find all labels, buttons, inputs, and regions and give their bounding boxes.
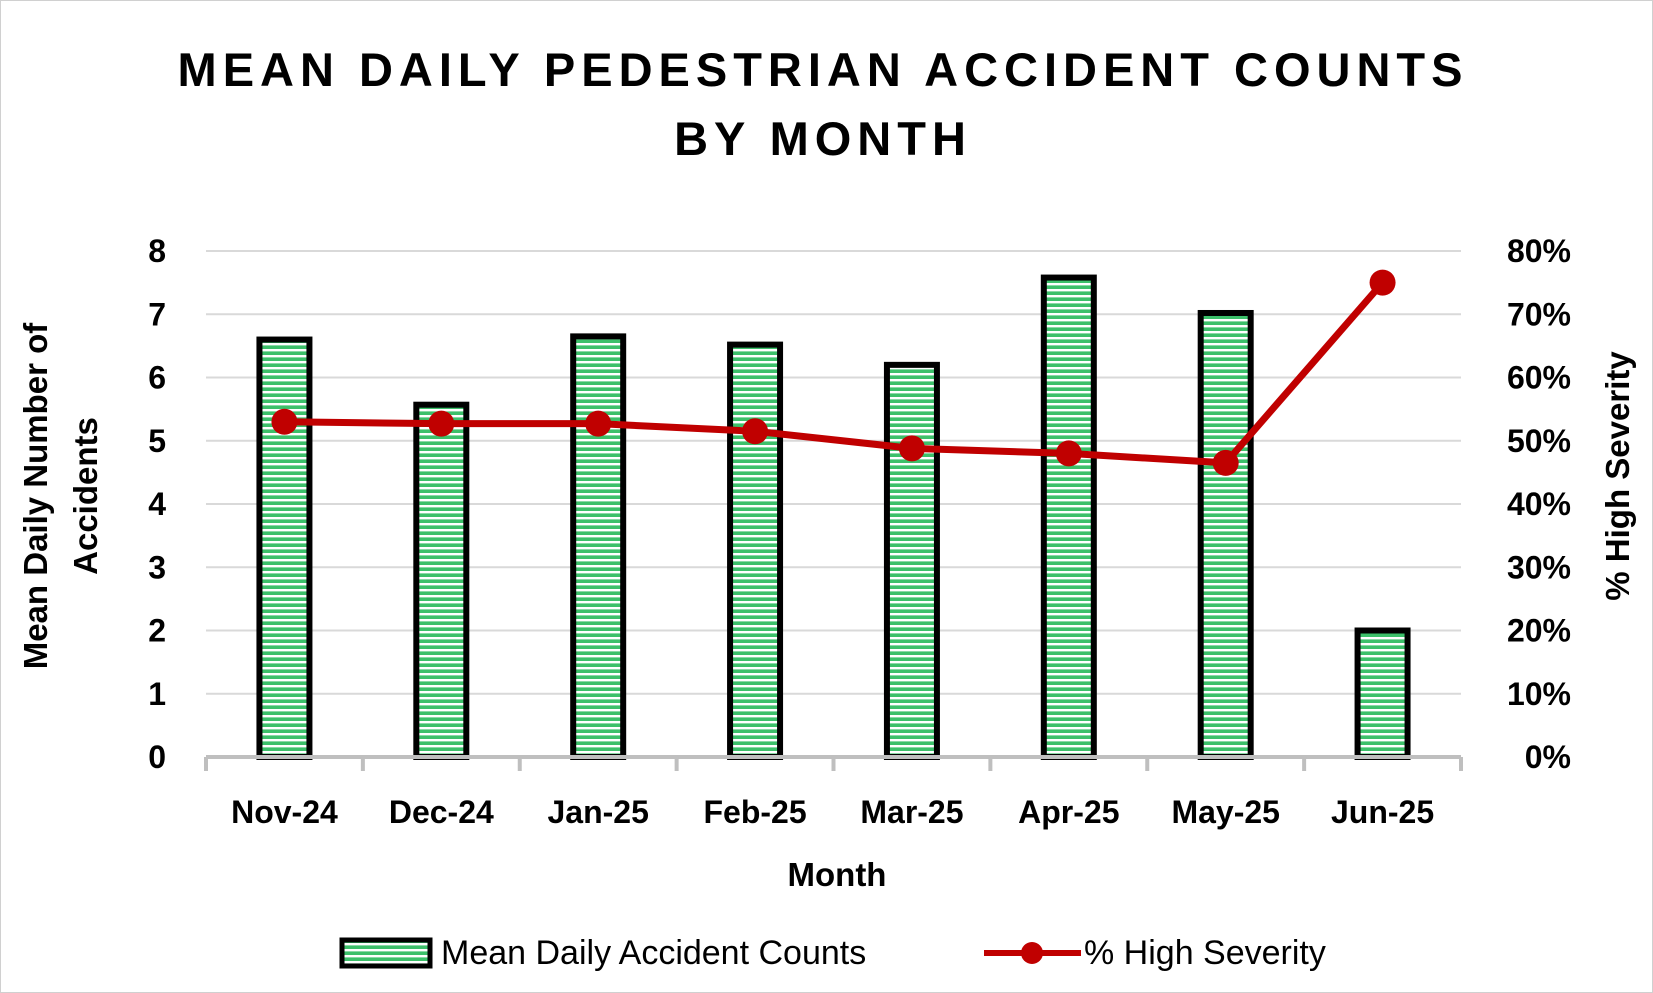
bar-Nov-24: [256, 336, 313, 760]
bar-Jun-25: [1354, 627, 1411, 760]
severity-point-Dec-24: [428, 410, 455, 437]
y2-tick-label: 80%: [1507, 233, 1571, 269]
x-tick-label: Nov-24: [231, 794, 338, 830]
x-tick-label: Apr-25: [1018, 794, 1119, 830]
chart-title-line-2: BY MONTH: [674, 112, 972, 165]
y-axis-ticks: 0 1 2 3 4 5 6 7 8: [148, 233, 166, 775]
x-tick-label: May-25: [1171, 794, 1280, 830]
x-tick-label: Feb-25: [703, 794, 806, 830]
severity-point-Jan-25: [585, 410, 612, 437]
bar-Dec-24: [413, 401, 470, 760]
y2-tick-label: 20%: [1507, 613, 1571, 649]
bars: [256, 274, 1411, 760]
y2-axis-title: % High Severity: [1599, 351, 1636, 601]
y2-tick-label: 40%: [1507, 486, 1571, 522]
y-tick-label: 3: [148, 549, 166, 585]
y-axis-title-line-1: Mean Daily Number of: [17, 322, 54, 670]
legend-line-marker: [1021, 942, 1043, 964]
legend-line-label: % High Severity: [1084, 934, 1326, 972]
x-axis-title: Month: [788, 856, 887, 893]
y-tick-label: 1: [148, 676, 166, 712]
y-axis-title-line-2: Accidents: [67, 417, 104, 575]
legend-bar-label: Mean Daily Accident Counts: [441, 934, 866, 972]
severity-point-Jun-25: [1369, 269, 1396, 296]
y2-tick-label: 10%: [1507, 676, 1571, 712]
x-tick-label: Dec-24: [389, 794, 494, 830]
chart-title-line-1: MEAN DAILY PEDESTRIAN ACCIDENT COUNTS: [178, 43, 1469, 96]
severity-point-May-25: [1212, 449, 1239, 476]
severity-line-series: [271, 269, 1396, 476]
bar-Feb-25: [727, 341, 784, 760]
legend-bar-swatch: [339, 937, 433, 969]
bar-Jan-25: [570, 333, 627, 760]
y-tick-label: 0: [148, 739, 166, 775]
legend: Mean Daily Accident Counts % High Severi…: [339, 934, 1326, 972]
y-tick-label: 6: [148, 360, 166, 396]
y-tick-label: 8: [148, 233, 166, 269]
y2-tick-label: 50%: [1507, 423, 1571, 459]
y2-tick-label: 60%: [1507, 360, 1571, 396]
severity-point-Apr-25: [1055, 440, 1082, 467]
gridlines: [206, 250, 1461, 695]
x-axis: [204, 755, 1463, 771]
severity-line: [284, 280, 1386, 467]
x-tick-label: Jan-25: [547, 794, 648, 830]
y2-tick-label: 70%: [1507, 296, 1571, 332]
y-tick-label: 5: [148, 423, 166, 459]
x-tick-label: Mar-25: [860, 794, 963, 830]
y-tick-label: 2: [148, 613, 166, 649]
severity-point-Mar-25: [898, 435, 925, 462]
severity-point-Feb-25: [742, 418, 769, 445]
y-tick-label: 7: [148, 296, 166, 332]
bar-May-25: [1197, 309, 1254, 760]
y2-axis-ticks: 0% 10% 20% 30% 40% 50% 60% 70% 80%: [1507, 233, 1571, 775]
bar-Apr-25: [1040, 274, 1097, 760]
y2-tick-label: 30%: [1507, 549, 1571, 585]
y2-tick-label: 0%: [1525, 739, 1571, 775]
x-tick-label: Jun-25: [1331, 794, 1434, 830]
x-axis-ticks: Nov-24 Dec-24 Jan-25 Feb-25 Mar-25 Apr-25 May-…: [231, 794, 1434, 830]
bar-Mar-25: [883, 361, 940, 760]
severity-point-Nov-24: [271, 408, 298, 435]
y-tick-label: 4: [148, 486, 166, 522]
